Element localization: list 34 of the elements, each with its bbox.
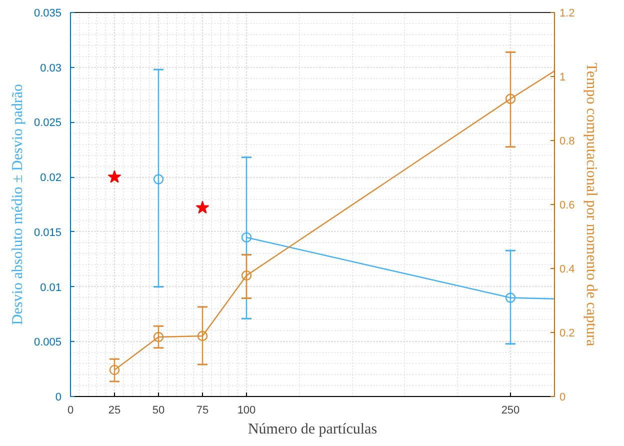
y-tick-label: 0.02 <box>40 172 62 184</box>
point <box>108 170 122 183</box>
point <box>109 364 120 376</box>
y-tick-label: 0.035 <box>34 8 62 20</box>
point <box>505 292 516 303</box>
point <box>153 174 164 184</box>
x-tick-label: 25 <box>108 404 121 416</box>
y2-tick-label: 0.4 <box>560 264 575 276</box>
x-tick-label: 250 <box>501 404 520 416</box>
y-tick-label: 0.025 <box>34 117 62 130</box>
x-tick-label: 100 <box>237 404 256 416</box>
y-tick-label: 0.01 <box>40 282 62 294</box>
x-tick-label: 0 <box>67 404 74 416</box>
x-tick-label: 75 <box>196 404 209 416</box>
y2-tick-label: 0 <box>560 392 566 404</box>
y-tick-label: 0 <box>55 392 62 404</box>
point <box>241 270 252 281</box>
x-tick-label: 50 <box>152 404 165 416</box>
y-tick-label: 0.005 <box>34 336 62 349</box>
y2-tick-label: 0.6 <box>560 200 575 212</box>
y-axis-title: Desvio absoluto médio ± Desvio padrão <box>10 84 26 326</box>
y2-tick-label: 1.2 <box>560 8 575 20</box>
point <box>197 330 208 342</box>
y-tick-label: 0.03 <box>40 62 62 74</box>
point <box>196 200 210 214</box>
y2-axis-title: Tempo computacional por momento de captura <box>582 62 599 347</box>
y2-tick-label: 0.2 <box>560 328 575 340</box>
point <box>153 332 164 342</box>
y-tick-label: 0.015 <box>34 226 62 239</box>
x-axis-title: Número de partículas <box>248 422 378 438</box>
point <box>505 94 516 104</box>
y2-tick-label: 0.8 <box>560 136 575 148</box>
y2-tick-label: 1 <box>560 72 566 84</box>
point <box>241 232 252 243</box>
